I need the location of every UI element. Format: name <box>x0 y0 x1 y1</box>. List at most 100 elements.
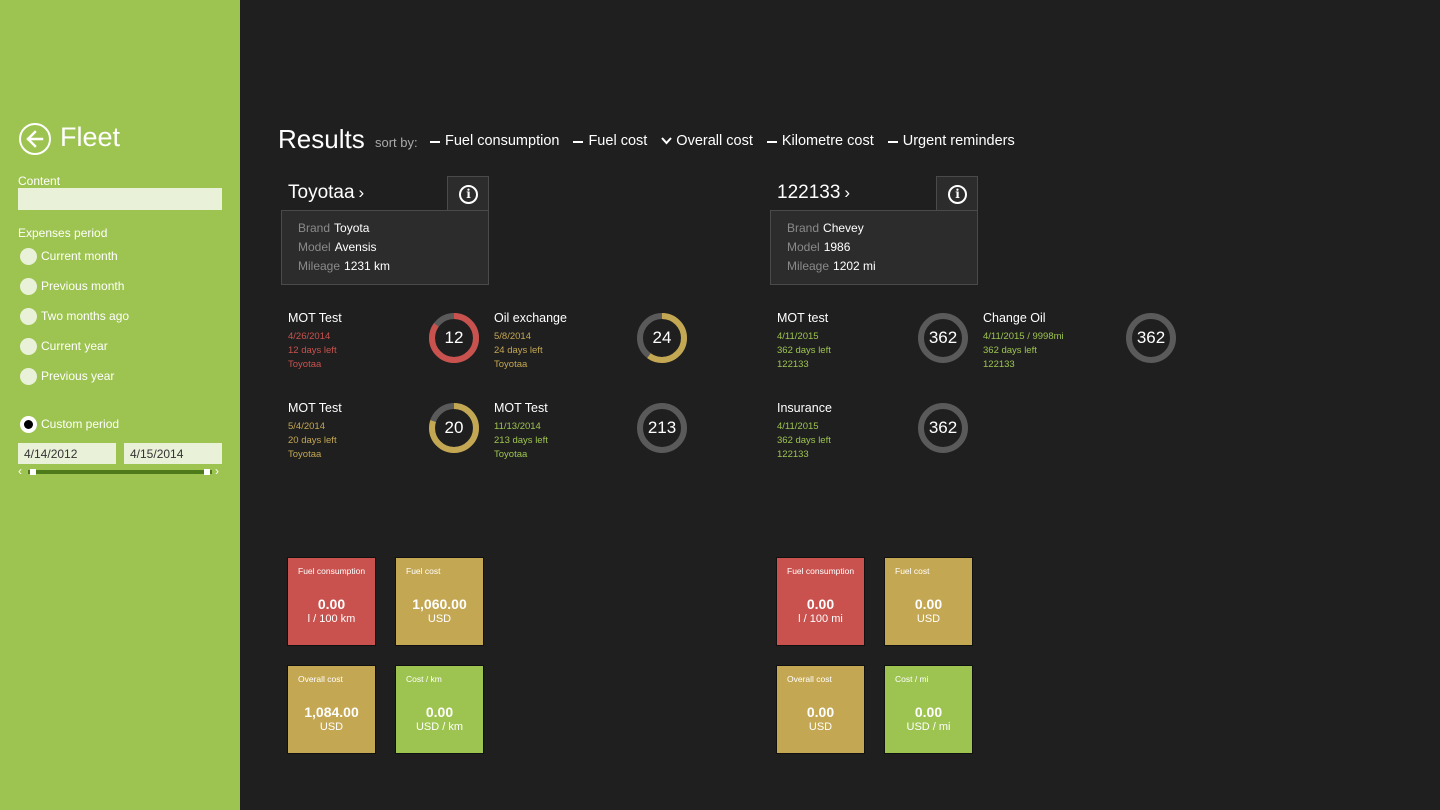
radio-label: Previous month <box>41 279 125 293</box>
slider-thumb-end[interactable] <box>204 469 210 475</box>
tile-unit: USD / km <box>415 721 464 733</box>
reminder-vehicle: 122133 <box>777 449 809 460</box>
reminder-days-left: 24 days left <box>494 345 543 356</box>
tile-fuel-cost[interactable]: Fuel cost 1,060.00 USD <box>395 557 484 646</box>
content-input[interactable] <box>18 188 222 210</box>
detail-row: Model Avensis <box>298 238 488 257</box>
reminder-item[interactable]: Change Oil 4/11/2015 / 9998mi 362 days l… <box>983 311 1183 381</box>
reminder-days-left: 12 days left <box>288 345 337 356</box>
chevron-right-icon[interactable]: › <box>215 464 219 478</box>
detail-value: Avensis <box>334 240 377 254</box>
tile-fuel-consumption[interactable]: Fuel consumption 0.00 l / 100 km <box>287 557 376 646</box>
ring-fill <box>637 313 687 363</box>
sidebar: Fleet Content Expenses period Current mo… <box>0 0 240 810</box>
tile-unit: USD / mi <box>906 721 951 733</box>
reminder-title: MOT Test <box>494 401 548 415</box>
tile-value: 1,084.00 <box>304 704 359 720</box>
tile-cost-per-mi[interactable]: Cost / mi 0.00 USD / mi <box>884 665 973 754</box>
reminder-vehicle: Toyotaa <box>288 449 322 460</box>
radio-dot <box>20 307 37 325</box>
detail-key: Mileage <box>787 259 830 273</box>
radio-current-month[interactable]: Current month <box>20 247 118 265</box>
detail-row: Model 1986 <box>787 238 977 257</box>
reminder-title: MOT Test <box>288 401 342 415</box>
reminder-days-number: 24 <box>652 328 672 347</box>
sort-options: Fuel consumption Fuel cost Overall cost … <box>430 133 1029 149</box>
chevron-right-icon: › <box>844 183 851 202</box>
tile-unit: l / 100 km <box>307 613 356 625</box>
detail-key: Model <box>298 240 331 254</box>
radio-dot <box>20 277 37 295</box>
vehicle-column: 122133 › i Brand Chevey Model 1986 Mileage 1… <box>770 176 1250 776</box>
reminder-item[interactable]: MOT Test 5/4/2014 20 days left Toyotaa 2… <box>288 401 488 471</box>
reminder-progress-ring <box>637 403 687 453</box>
tile-unit: USD <box>427 613 452 625</box>
reminder-vehicle: Toyotaa <box>494 359 528 370</box>
content-label: Content <box>18 174 61 188</box>
tile-value: 0.00 <box>806 596 835 612</box>
detail-value: 1202 mi <box>833 259 876 273</box>
reminder-title: MOT Test <box>288 311 342 325</box>
tile-fuel-cost[interactable]: Fuel cost 0.00 USD <box>884 557 973 646</box>
reminder-vehicle: 122133 <box>777 359 809 370</box>
tile-cost-per-km[interactable]: Cost / km 0.00 USD / km <box>395 665 484 754</box>
vehicle-name-link[interactable]: 122133 › <box>777 182 850 204</box>
date-to-input[interactable] <box>124 443 222 464</box>
radio-previous-year[interactable]: Previous year <box>20 367 114 385</box>
radio-label: Previous year <box>41 369 115 383</box>
radio-label: Two months ago <box>41 309 130 323</box>
radio-dot-checked <box>20 415 37 433</box>
detail-row: Brand Toyota <box>298 219 488 238</box>
sort-fuel-cost[interactable]: Fuel cost <box>573 133 647 149</box>
reminder-progress-ring <box>429 313 479 363</box>
sort-fuel-consumption[interactable]: Fuel consumption <box>430 133 559 149</box>
reminder-item[interactable]: MOT Test 4/26/2014 12 days left Toyotaa … <box>288 311 488 381</box>
slider-track <box>28 470 212 474</box>
tile-fuel-consumption[interactable]: Fuel consumption 0.00 l / 100 mi <box>776 557 865 646</box>
tile-label: Cost / mi <box>895 674 929 684</box>
sort-kilometre-cost[interactable]: Kilometre cost <box>766 133 874 149</box>
vehicle-name-link[interactable]: Toyotaa › <box>288 182 364 204</box>
vehicle-details: Brand Toyota Model Avensis Mileage 1231 km <box>281 210 489 285</box>
date-from-input[interactable] <box>18 443 116 464</box>
reminder-days-number: 20 <box>444 418 464 437</box>
reminder-item[interactable]: MOT test 4/11/2015 362 days left 122133 … <box>777 311 977 381</box>
sort-urgent-reminders[interactable]: Urgent reminders <box>887 133 1015 149</box>
detail-value: Chevey <box>823 221 864 235</box>
reminder-item[interactable]: Oil exchange 5/8/2014 24 days left Toyot… <box>494 311 694 381</box>
tile-label: Overall cost <box>787 674 832 684</box>
dash-icon <box>573 134 584 148</box>
reminder-title: Change Oil <box>983 311 1046 325</box>
vehicle-info-button[interactable]: i <box>447 176 489 211</box>
back-button[interactable] <box>19 123 51 155</box>
vehicle-info-button[interactable]: i <box>936 176 978 211</box>
radio-dot <box>20 247 37 265</box>
radio-label: Custom period <box>41 417 120 431</box>
reminder-progress-ring <box>637 313 687 363</box>
reminder-days-left: 362 days left <box>777 435 831 446</box>
detail-key: Brand <box>787 221 820 235</box>
period-range-slider[interactable]: ‹ › <box>18 464 222 478</box>
sort-option-label: Kilometre cost <box>781 133 874 149</box>
chevron-down-icon <box>661 134 673 148</box>
tile-overall-cost[interactable]: Overall cost 1,084.00 USD <box>287 665 376 754</box>
radio-previous-month[interactable]: Previous month <box>20 277 124 295</box>
reminder-date: 5/4/2014 <box>288 421 325 432</box>
radio-current-year[interactable]: Current year <box>20 337 108 355</box>
reminder-days-number: 213 <box>647 418 677 437</box>
tile-value: 1,060.00 <box>412 596 467 612</box>
radio-custom-period[interactable]: Custom period <box>20 415 119 433</box>
sort-overall-cost[interactable]: Overall cost <box>661 133 753 149</box>
reminder-item[interactable]: MOT Test 11/13/2014 213 days left Toyota… <box>494 401 694 471</box>
reminder-title: Insurance <box>777 401 832 415</box>
tile-overall-cost[interactable]: Overall cost 0.00 USD <box>776 665 865 754</box>
tile-label: Fuel consumption <box>298 566 366 576</box>
radio-two-months-ago[interactable]: Two months ago <box>20 307 129 325</box>
reminder-progress-ring <box>918 313 968 363</box>
slider-thumb-start[interactable] <box>30 469 36 475</box>
radio-dot <box>20 337 37 355</box>
reminder-item[interactable]: Insurance 4/11/2015 362 days left 122133… <box>777 401 977 471</box>
chevron-left-icon[interactable]: ‹ <box>18 464 22 478</box>
tile-label: Fuel cost <box>406 566 441 576</box>
vehicle-column: Toyotaa › i Brand Toyota Model Avensis Mile… <box>281 176 761 776</box>
